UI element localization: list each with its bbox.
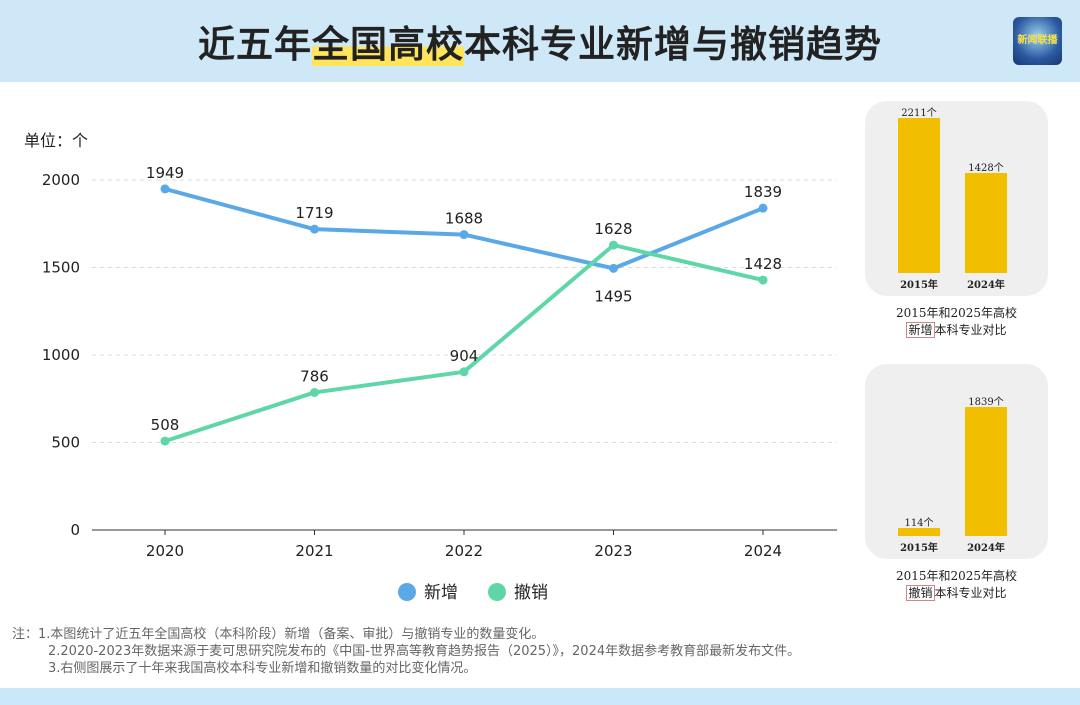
note-line: 2.2020-2023年数据来源于麦可思研究院发布的《中国-世界高等教育趋势报告… bbox=[48, 644, 801, 659]
series-line-1 bbox=[164, 243, 764, 444]
y-tick-label: 1500 bbox=[42, 259, 80, 277]
bar-label: 2015年 bbox=[900, 543, 938, 554]
caption-line: 本科专业对比 bbox=[934, 323, 1007, 337]
bar-label: 2024年 bbox=[967, 543, 1005, 554]
data-point[interactable] bbox=[459, 230, 469, 240]
page-title: 近五年全国高校本科专业新增与撤销趋势 bbox=[0, 14, 1080, 68]
x-tick-label: 2020 bbox=[146, 542, 184, 560]
legend-item-revoked[interactable]: 撤销 bbox=[488, 578, 548, 603]
x-tick-label: 2023 bbox=[594, 542, 632, 560]
notes: 注：1.本图统计了近五年全国高校（本科阶段）新增（备案、审批）与撤销专业的数量变… bbox=[12, 626, 800, 677]
data-point[interactable] bbox=[609, 240, 618, 250]
bar-value: 2211个 bbox=[901, 108, 937, 119]
bar-value: 114个 bbox=[904, 518, 934, 529]
y-tick-label: 1000 bbox=[42, 346, 80, 364]
note-line: 3.右侧图展示了十年来我国高校本科专业新增和撤销数量的对比变化情况。 bbox=[48, 661, 477, 676]
data-point[interactable] bbox=[310, 387, 319, 397]
data-label: 508 bbox=[151, 416, 180, 434]
header: 近五年全国高校本科专业新增与撤销趋势 新闻联播 bbox=[0, 0, 1080, 82]
data-label: 1628 bbox=[594, 220, 632, 238]
data-point[interactable] bbox=[160, 436, 170, 446]
data-label: 786 bbox=[300, 367, 329, 385]
line-chart: 0 500 1000 1500 2000 2020 2021 2022 2023 2024 1949… bbox=[42, 164, 837, 560]
legend-dot bbox=[398, 583, 416, 601]
caption-line: 本科专业对比 bbox=[934, 586, 1007, 600]
caption-highlight: 新增 bbox=[906, 322, 935, 338]
panel-caption: 2015年和2025年高校新增 本科专业对比 bbox=[865, 305, 1048, 339]
panel-caption: 2015年和2025年高校撤销 本科专业对比 bbox=[865, 568, 1048, 602]
data-label: 1949 bbox=[146, 164, 184, 182]
data-point[interactable] bbox=[758, 275, 768, 285]
comparison-bar bbox=[965, 172, 1007, 273]
title-part: 本科专业新增与撤销趋势 bbox=[464, 23, 882, 66]
legend-dot bbox=[488, 583, 506, 601]
comparison-bar bbox=[898, 118, 940, 273]
legend-label: 新增 bbox=[424, 583, 458, 603]
title-part: 近五年 bbox=[198, 23, 312, 66]
note-line: 1.本图统计了近五年全国高校（本科阶段）新增（备案、审批）与撤销专业的数量变化。 bbox=[38, 627, 545, 642]
y-axis-unit: 单位：个 bbox=[24, 131, 89, 150]
data-point[interactable] bbox=[310, 224, 319, 234]
caption-highlight: 撤销 bbox=[906, 585, 935, 601]
comparison-bar bbox=[898, 528, 940, 536]
data-label: 904 bbox=[450, 347, 479, 365]
y-tick-label: 500 bbox=[51, 434, 80, 452]
comparison-bar bbox=[965, 407, 1007, 536]
x-tick-label: 2024 bbox=[744, 542, 782, 560]
data-label: 1428 bbox=[744, 255, 782, 273]
legend: 新增 撤销 bbox=[398, 578, 548, 603]
legend-item-new[interactable]: 新增 bbox=[398, 578, 458, 603]
y-tick-label: 2000 bbox=[42, 171, 80, 189]
series-line-0 bbox=[164, 186, 764, 271]
legend-label: 撤销 bbox=[514, 583, 548, 603]
data-point[interactable] bbox=[459, 367, 469, 377]
caption-line: 2015年和2025年高校 bbox=[895, 569, 1018, 583]
comparison-panel bbox=[865, 364, 1048, 559]
data-point[interactable] bbox=[609, 263, 618, 273]
footer-band bbox=[0, 688, 1080, 705]
comparison-panel bbox=[865, 101, 1048, 296]
data-label: 1839 bbox=[744, 183, 782, 201]
data-point[interactable] bbox=[160, 184, 170, 194]
xinwen-lianbo-logo: 新闻联播 bbox=[1013, 17, 1062, 65]
data-label: 1495 bbox=[594, 287, 632, 305]
data-label: 1719 bbox=[295, 204, 333, 222]
bar-label: 2015年 bbox=[900, 280, 938, 291]
data-point[interactable] bbox=[758, 203, 768, 213]
caption-line: 2015年和2025年高校 bbox=[895, 306, 1018, 320]
title-highlight: 全国高校 bbox=[312, 23, 464, 66]
x-tick-label: 2021 bbox=[295, 542, 333, 560]
y-tick-label: 0 bbox=[70, 521, 80, 539]
bar-value: 1428个 bbox=[968, 162, 1004, 174]
bar-value: 1839个 bbox=[968, 397, 1004, 409]
x-tick-label: 2022 bbox=[445, 542, 483, 560]
notes-prefix: 注： bbox=[12, 627, 39, 642]
bar-label: 2024年 bbox=[967, 280, 1005, 291]
data-label: 1688 bbox=[445, 210, 483, 228]
